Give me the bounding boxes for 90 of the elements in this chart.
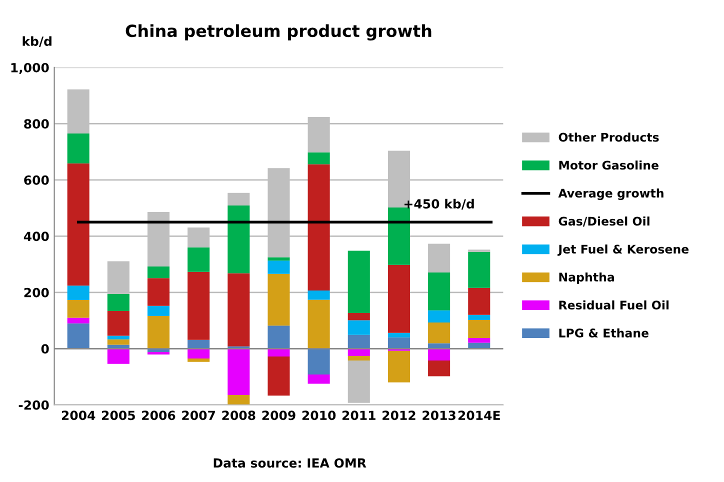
x-tick-label: 2013 — [422, 410, 456, 420]
bar — [468, 288, 490, 315]
bar — [107, 339, 130, 345]
bar — [268, 348, 290, 357]
bar — [388, 332, 410, 338]
x-tick-label: 2009 — [262, 410, 296, 420]
chart-title: China petroleum product growth — [126, 24, 432, 41]
legend-label: Other Products — [558, 132, 659, 142]
bar — [388, 337, 410, 349]
bar — [147, 278, 170, 306]
x-tick-label: 2006 — [142, 410, 176, 420]
bar — [428, 322, 450, 344]
y-tick-label: -200 — [18, 400, 49, 410]
y-tick-label: 200 — [24, 288, 49, 298]
bar — [388, 350, 410, 382]
source-note: Data source: IEA OMR — [214, 458, 366, 468]
legend-label: Average growth — [558, 188, 664, 200]
bar — [348, 356, 370, 360]
y-tick-label: 600 — [24, 175, 49, 185]
bar — [428, 310, 450, 322]
bar — [147, 306, 170, 316]
bar — [468, 314, 490, 320]
bar — [188, 340, 210, 349]
y-tick-label: 400 — [24, 232, 49, 242]
bar — [188, 272, 210, 340]
bar — [428, 360, 450, 376]
bar — [468, 252, 490, 288]
legend-label: Gas/Diesel Oil — [558, 216, 650, 227]
bar — [348, 334, 370, 349]
bar — [348, 320, 370, 335]
bar — [268, 356, 290, 396]
bar — [228, 206, 250, 274]
x-tick-label: 2005 — [102, 410, 135, 420]
bar — [348, 312, 370, 320]
bar — [308, 348, 330, 375]
bar — [308, 290, 330, 300]
bar — [308, 164, 330, 290]
bar — [268, 274, 290, 326]
bar — [188, 348, 210, 358]
bar — [308, 300, 330, 349]
bar — [388, 208, 410, 265]
legend-label: LPG & Ethane — [559, 328, 648, 338]
legend-label: Naphtha — [559, 272, 614, 284]
bar — [428, 272, 450, 310]
bar — [67, 323, 90, 349]
bar — [348, 250, 370, 313]
x-tick-label: 2007 — [182, 410, 215, 420]
bar — [67, 300, 90, 318]
bar — [107, 310, 130, 336]
legend-label: Jet Fuel & Kerosene — [558, 244, 689, 256]
bar — [228, 192, 250, 206]
bar — [67, 134, 90, 164]
bar — [428, 348, 450, 360]
x-tick-label: 2004 — [62, 410, 96, 420]
bar — [67, 286, 90, 300]
bar — [188, 247, 210, 272]
annotation: +450 kb/d — [404, 198, 474, 210]
x-tick-label: 2012 — [382, 410, 416, 420]
bar — [468, 342, 490, 349]
bar — [268, 257, 290, 261]
bar — [67, 163, 90, 286]
bar — [107, 294, 130, 311]
bar — [67, 318, 90, 324]
bar — [107, 336, 130, 340]
bar — [228, 273, 250, 346]
bar — [228, 348, 250, 396]
bar — [428, 244, 450, 272]
y-tick-label: 1,000 — [11, 62, 49, 74]
bar — [107, 348, 130, 364]
bar — [228, 395, 250, 405]
bar — [147, 266, 170, 278]
bar — [468, 338, 490, 343]
y-axis-title: kb/d — [22, 36, 52, 47]
x-tick-label: 2011 — [342, 410, 376, 420]
bar — [468, 320, 490, 338]
x-tick-label: 2014E — [458, 410, 500, 420]
bar — [188, 358, 210, 362]
bar — [308, 152, 330, 164]
y-tick-label: 800 — [24, 119, 49, 129]
x-tick-label: 2010 — [302, 410, 336, 420]
bar — [147, 316, 170, 349]
bar — [147, 352, 170, 355]
bar — [388, 264, 410, 333]
x-tick-label: 2008 — [222, 410, 256, 420]
bar — [268, 326, 290, 349]
bar — [268, 260, 290, 274]
legend-label: Motor Gasoline — [559, 160, 658, 170]
bar — [308, 374, 330, 384]
y-tick-label: 0 — [41, 344, 49, 354]
legend-label: Residual Fuel Oil — [559, 300, 669, 310]
